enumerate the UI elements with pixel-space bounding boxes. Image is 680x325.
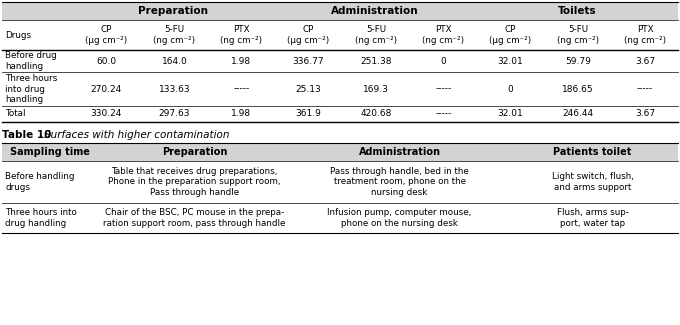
Text: PTX
(ng cm⁻²): PTX (ng cm⁻²): [624, 25, 666, 45]
Text: 1.98: 1.98: [231, 57, 252, 66]
Bar: [2, 2, 678, 20]
Text: 246.44: 246.44: [562, 110, 594, 119]
Text: CP
(μg cm⁻²): CP (μg cm⁻²): [489, 25, 531, 45]
Text: 0: 0: [441, 57, 446, 66]
Text: Preparation: Preparation: [138, 6, 208, 16]
Text: 32.01: 32.01: [497, 57, 523, 66]
Text: 25.13: 25.13: [295, 84, 321, 94]
Text: Light switch, flush,
and arms support: Light switch, flush, and arms support: [551, 172, 634, 192]
Text: 164.0: 164.0: [162, 57, 187, 66]
Text: Three hours into
drug handling: Three hours into drug handling: [5, 208, 77, 228]
Text: PTX
(ng cm⁻²): PTX (ng cm⁻²): [422, 25, 464, 45]
Text: Infusion pump, computer mouse,
phone on the nursing desk: Infusion pump, computer mouse, phone on …: [327, 208, 472, 228]
Text: 169.3: 169.3: [363, 84, 389, 94]
Text: 133.63: 133.63: [158, 84, 190, 94]
Text: Administration: Administration: [331, 6, 419, 16]
Text: 270.24: 270.24: [90, 84, 122, 94]
Text: 5-FU
(ng cm⁻²): 5-FU (ng cm⁻²): [557, 25, 599, 45]
Text: 1.98: 1.98: [231, 110, 252, 119]
Text: 3.67: 3.67: [635, 110, 655, 119]
Bar: [2, 203, 678, 233]
Text: Preparation: Preparation: [162, 147, 227, 157]
Text: Before drug
handling: Before drug handling: [5, 51, 56, 71]
Text: Chair of the BSC, PC mouse in the prepa-
ration support room, pass through handl: Chair of the BSC, PC mouse in the prepa-…: [103, 208, 286, 228]
Text: 3.67: 3.67: [635, 57, 655, 66]
Text: 0: 0: [507, 84, 513, 94]
Text: Pass through handle, bed in the
treatment room, phone on the
nursing desk: Pass through handle, bed in the treatmen…: [330, 167, 469, 197]
Text: -----: -----: [233, 84, 250, 94]
Text: Surfaces with higher contamination: Surfaces with higher contamination: [44, 130, 230, 140]
Bar: [2, 161, 678, 203]
Text: Administration: Administration: [358, 147, 441, 157]
Text: Table 10: Table 10: [2, 130, 52, 140]
Text: Three hours
into drug
handling: Three hours into drug handling: [5, 74, 57, 104]
Text: 60.0: 60.0: [97, 57, 116, 66]
Text: 361.9: 361.9: [295, 110, 321, 119]
Text: Patients toilet: Patients toilet: [554, 147, 632, 157]
Text: 32.01: 32.01: [497, 110, 523, 119]
Bar: [2, 50, 678, 72]
Text: CP
(μg cm⁻²): CP (μg cm⁻²): [85, 25, 127, 45]
Text: Before handling
drugs: Before handling drugs: [5, 172, 75, 192]
Bar: [2, 143, 678, 161]
Text: 5-FU
(ng cm⁻²): 5-FU (ng cm⁻²): [154, 25, 195, 45]
Text: 336.77: 336.77: [292, 57, 324, 66]
Bar: [2, 20, 678, 50]
Text: 59.79: 59.79: [565, 57, 591, 66]
Text: -----: -----: [637, 84, 653, 94]
Text: Total: Total: [5, 110, 26, 119]
Text: -----: -----: [435, 110, 452, 119]
Text: -----: -----: [435, 84, 452, 94]
Text: CP
(μg cm⁻²): CP (μg cm⁻²): [287, 25, 329, 45]
Bar: [2, 72, 678, 106]
Text: 330.24: 330.24: [90, 110, 122, 119]
Text: PTX
(ng cm⁻²): PTX (ng cm⁻²): [220, 25, 262, 45]
Text: Toilets: Toilets: [558, 6, 596, 16]
Text: Sampling time: Sampling time: [10, 147, 90, 157]
Text: Drugs: Drugs: [5, 31, 31, 40]
Text: 420.68: 420.68: [360, 110, 392, 119]
Text: Table that receives drug preparations,
Phone in the preparation support room,
Pa: Table that receives drug preparations, P…: [108, 167, 281, 197]
Bar: [2, 106, 678, 122]
Text: Flush, arms sup-
port, water tap: Flush, arms sup- port, water tap: [556, 208, 628, 228]
Text: 186.65: 186.65: [562, 84, 594, 94]
Text: 251.38: 251.38: [360, 57, 392, 66]
Text: 297.63: 297.63: [158, 110, 190, 119]
Text: 5-FU
(ng cm⁻²): 5-FU (ng cm⁻²): [355, 25, 397, 45]
